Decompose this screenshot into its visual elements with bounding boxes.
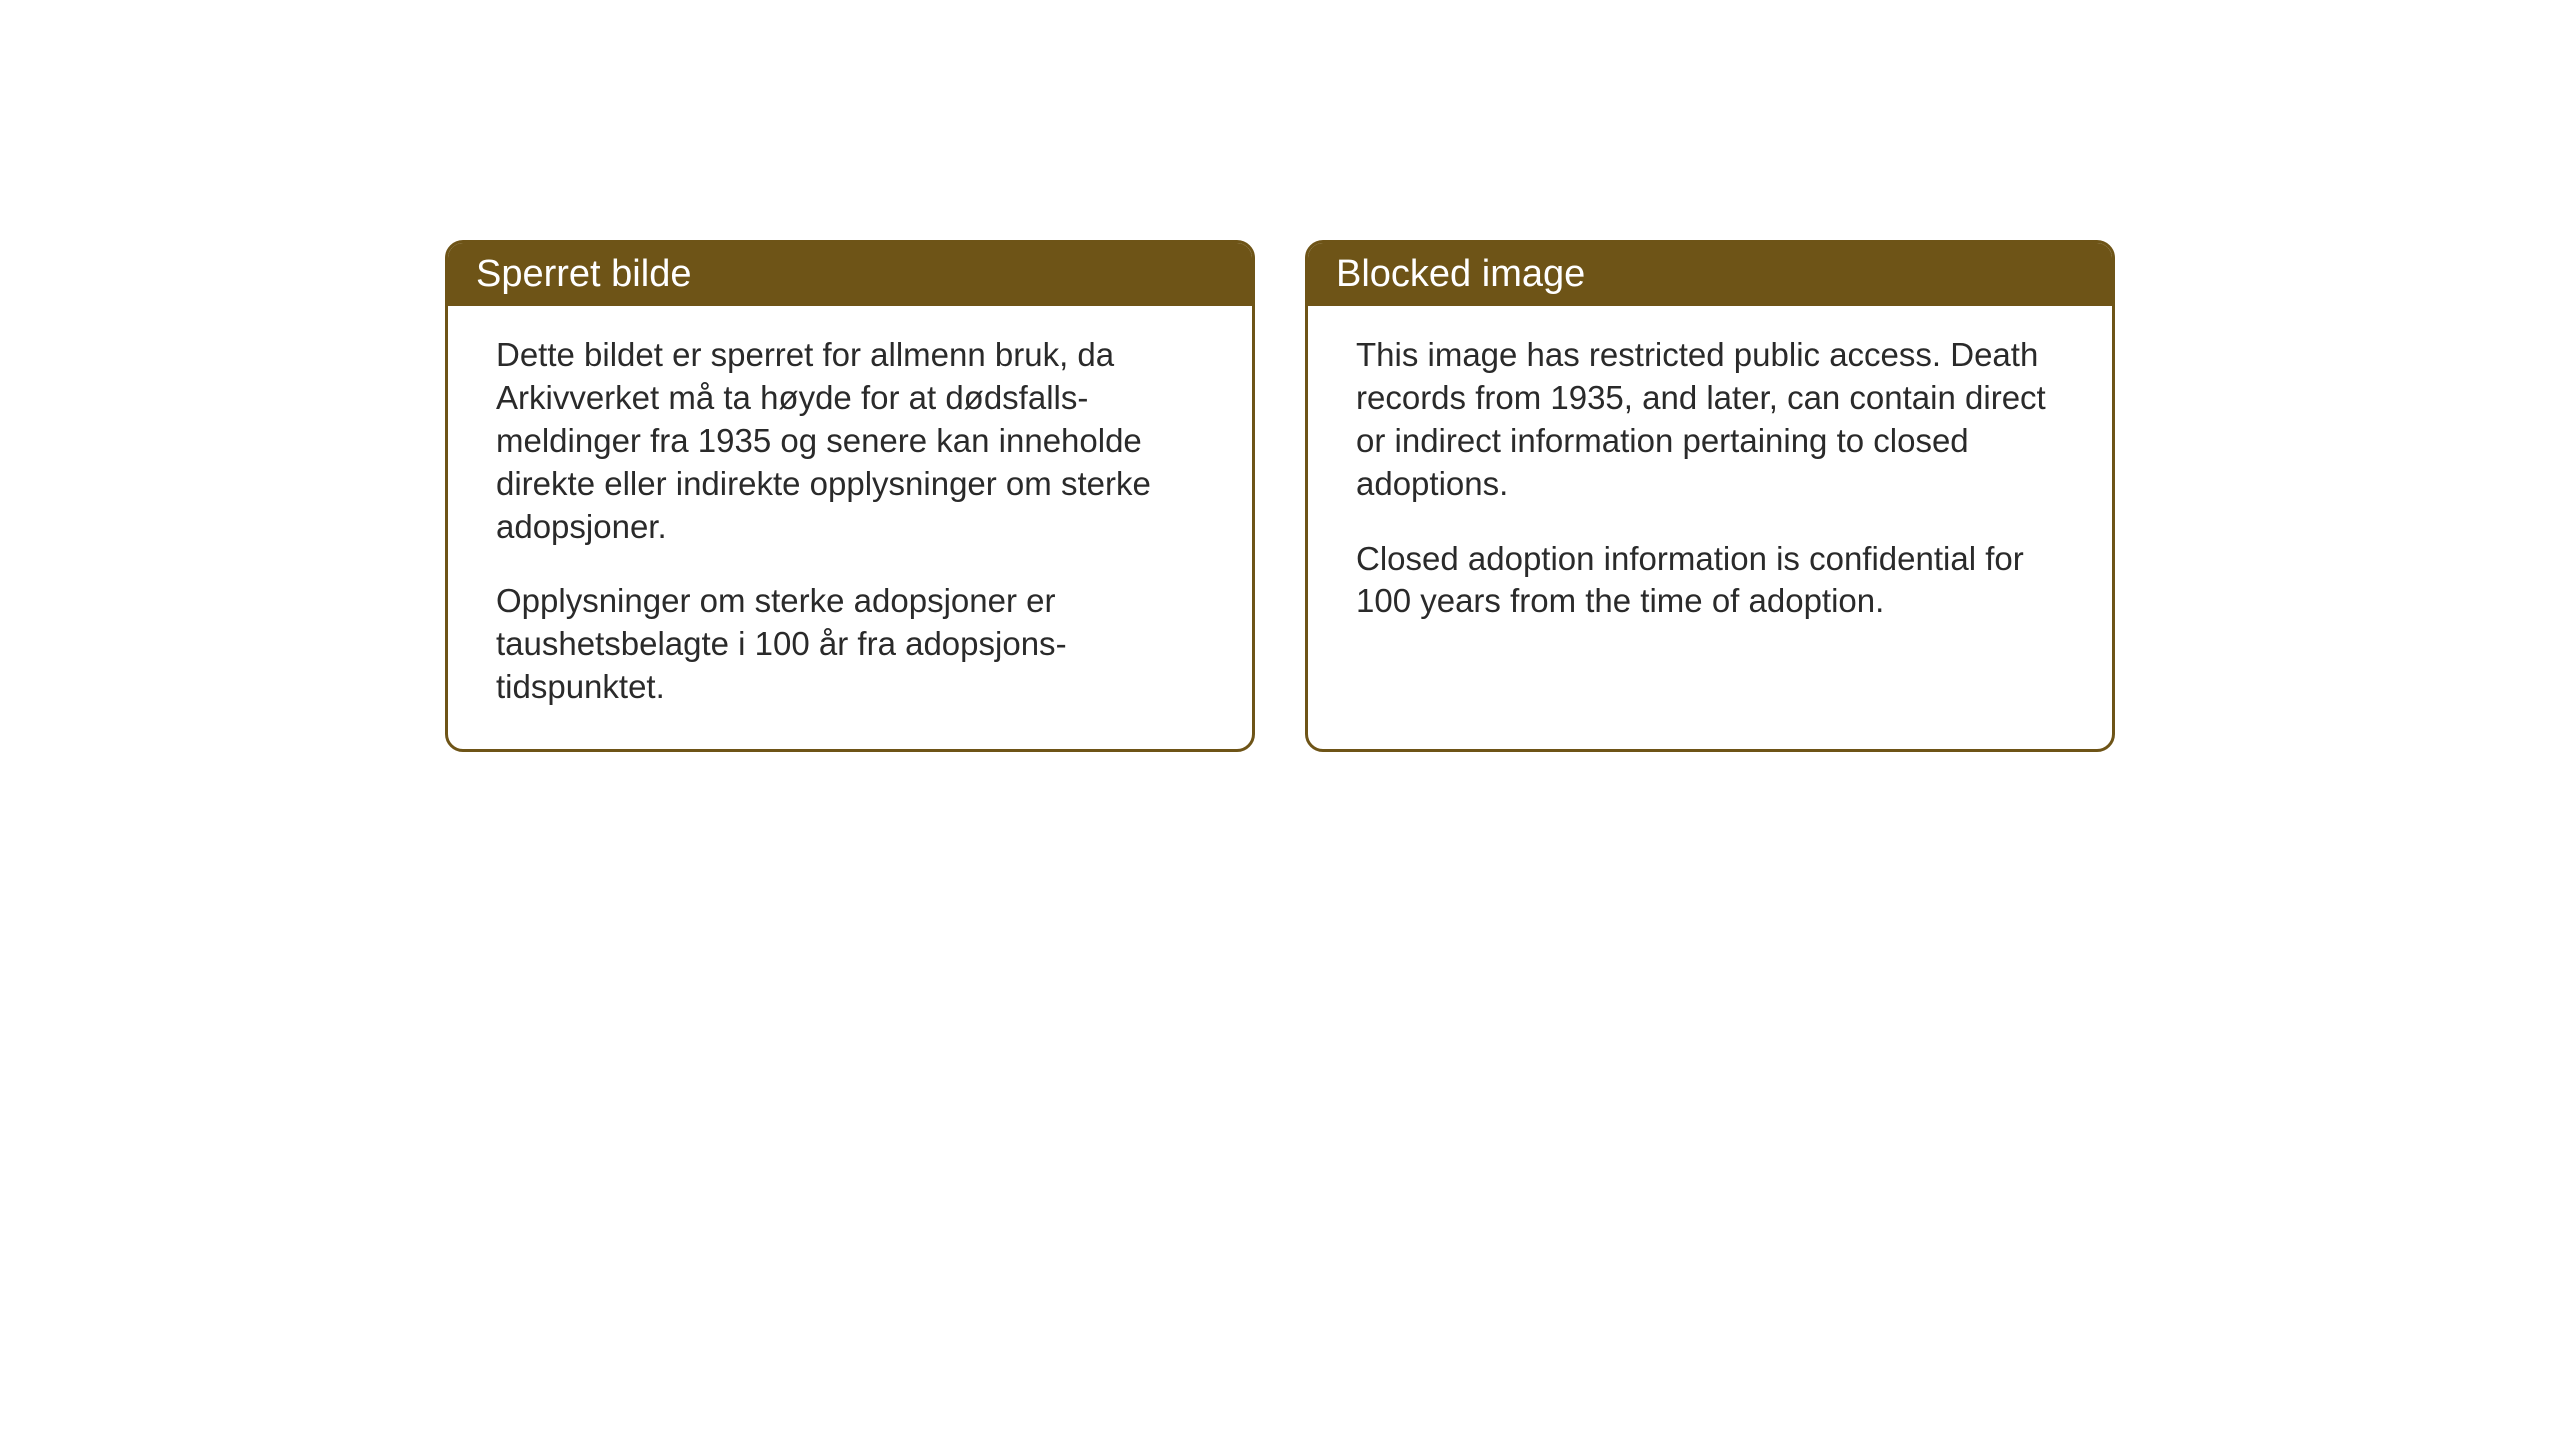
notice-box-english: Blocked image This image has restricted … — [1305, 240, 2115, 752]
notice-header-norwegian: Sperret bilde — [448, 243, 1252, 306]
notice-body-english: This image has restricted public access.… — [1308, 306, 2112, 726]
notice-body-norwegian: Dette bildet er sperret for allmenn bruk… — [448, 306, 1252, 749]
notice-paragraph-1-norwegian: Dette bildet er sperret for allmenn bruk… — [496, 334, 1204, 548]
notice-container: Sperret bilde Dette bildet er sperret fo… — [445, 240, 2115, 752]
notice-box-norwegian: Sperret bilde Dette bildet er sperret fo… — [445, 240, 1255, 752]
notice-paragraph-1-english: This image has restricted public access.… — [1356, 334, 2064, 506]
notice-header-english: Blocked image — [1308, 243, 2112, 306]
notice-paragraph-2-english: Closed adoption information is confident… — [1356, 538, 2064, 624]
notice-paragraph-2-norwegian: Opplysninger om sterke adopsjoner er tau… — [496, 580, 1204, 709]
